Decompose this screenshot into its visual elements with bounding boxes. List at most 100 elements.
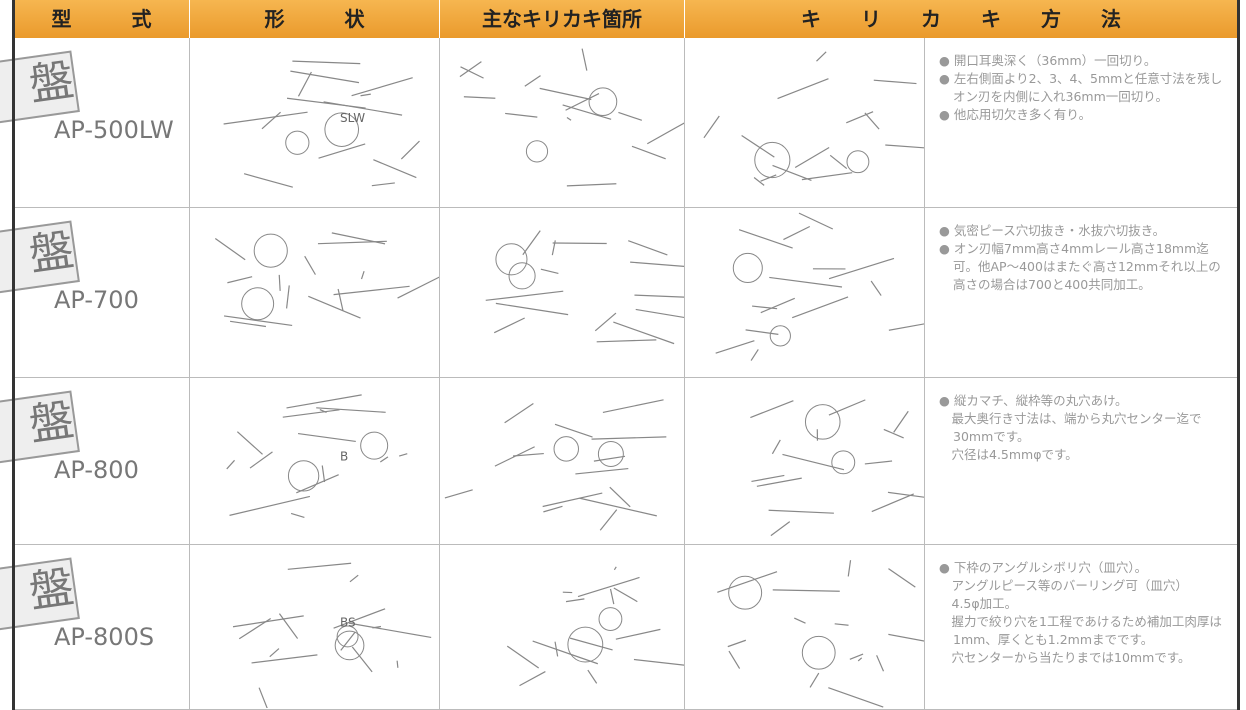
description: ● 下枠のアングルシボリ穴（皿穴）。 アングルピース等のバーリング可（皿穴） 4… — [925, 545, 1238, 710]
sketch-line — [459, 61, 482, 78]
sketch-circle — [754, 141, 791, 179]
sketch-line — [772, 164, 812, 182]
sketch-line — [236, 431, 263, 455]
drawing — [750, 399, 924, 537]
sketch-line — [760, 297, 795, 314]
sketch-line — [828, 687, 884, 708]
sketch-line — [562, 104, 612, 120]
drawing — [703, 51, 924, 186]
sketch-line — [551, 240, 556, 256]
sketch-line — [554, 423, 593, 438]
sketch-line — [756, 477, 802, 487]
sketch-line — [304, 255, 316, 275]
sketch-line — [290, 512, 305, 519]
sketch-line — [887, 491, 924, 498]
drawing — [214, 232, 439, 328]
sketch-line — [373, 159, 417, 179]
drawing — [485, 230, 684, 345]
description-line: ● 他応用切欠き多く有り。 — [939, 107, 1092, 122]
sketch-line — [618, 111, 643, 121]
sketch-line — [360, 93, 371, 97]
sketch-line — [297, 432, 356, 443]
sketch-line — [888, 323, 924, 331]
model-name: AP-800 — [54, 456, 139, 484]
sketch-line — [396, 660, 399, 668]
model-cell: 盤 AP-500LW — [0, 38, 190, 208]
sketch-line — [816, 51, 827, 62]
sketch-line — [613, 587, 638, 603]
sketch-line — [593, 455, 626, 462]
sketch-line — [360, 271, 365, 280]
sketch-line — [371, 182, 395, 187]
sketch-line — [769, 276, 843, 288]
sketch-circle — [525, 140, 549, 163]
sketch-line — [864, 112, 880, 130]
sketch-line — [485, 290, 564, 301]
sketch-circle — [287, 460, 320, 492]
sketch-line — [214, 238, 246, 261]
sketch-line — [783, 225, 811, 241]
description: ● 気密ピース穴切抜き・水抜穴切抜き。 ● オン刃幅7mm高さ4mmレール高さ18… — [925, 208, 1238, 378]
sketch-line — [286, 97, 366, 109]
sketch-line — [613, 566, 617, 571]
sketch-circle — [253, 233, 288, 268]
sketch-line — [308, 295, 361, 319]
sketch-line — [223, 315, 293, 327]
method-drawing-cell — [685, 208, 925, 378]
sketch-line — [333, 608, 386, 629]
sketch-line — [524, 75, 541, 87]
sketch-line — [321, 465, 326, 483]
sketch-line — [596, 339, 657, 343]
sketch-line — [828, 399, 866, 416]
sketch-line — [581, 48, 588, 71]
sketch-line — [542, 492, 603, 508]
sketch-line — [876, 655, 885, 672]
sketch-line — [728, 650, 741, 669]
sketch-line — [849, 653, 864, 660]
method-drawing-cell — [685, 38, 925, 208]
sketch-line — [444, 489, 473, 499]
header-cell: 形 状 — [190, 0, 440, 38]
sketch-line — [631, 145, 666, 160]
description-line: アングルピース等のバーリング可（皿穴） — [939, 578, 1188, 593]
sketch-line — [232, 615, 304, 628]
sketch-line — [565, 93, 600, 111]
sketch-circle — [598, 607, 623, 631]
sketch-line — [495, 302, 569, 316]
method-drawing-cell — [685, 378, 925, 545]
sketch-circle — [567, 626, 604, 663]
sketch-line — [337, 288, 344, 311]
sketch-line — [400, 140, 420, 160]
sketch-line — [630, 261, 684, 267]
sketch-line — [888, 568, 916, 588]
sketch-line — [829, 154, 848, 170]
cutout-cell — [440, 38, 685, 208]
description-line: 握力で絞り穴を1工程であけるため補加工肉厚は1mm、厚くとも1.2mmまでです。 — [939, 614, 1222, 647]
description: ● 開口耳奥深く（36mm）一回切り。 ● 左右側面より2、3、4、5mmと任意寸… — [925, 38, 1238, 208]
sketch-line — [888, 633, 924, 642]
sketch-line — [715, 340, 755, 354]
sketch-line — [569, 637, 613, 651]
sketch-line — [591, 436, 667, 440]
sketch-line — [493, 317, 525, 334]
sketch-line — [540, 268, 559, 275]
description-line: 穴径は4.5mmφです。 — [939, 447, 1078, 462]
sketch-line — [349, 574, 359, 583]
sketch-line — [772, 589, 840, 592]
sketch-line — [727, 639, 747, 648]
sketch-line — [587, 669, 598, 684]
sketch-circle — [801, 635, 836, 670]
stamp: 盤 — [0, 557, 80, 631]
sketch-line — [628, 240, 668, 256]
sketch-line — [633, 658, 684, 666]
sketch-circle — [334, 630, 365, 661]
sketch-line — [340, 631, 356, 651]
sketch-circle — [336, 625, 359, 648]
model-cell: 盤 AP-800S — [0, 545, 190, 710]
header-cell: 主なキリカキ箇所 — [440, 0, 685, 38]
sketch-line — [399, 453, 408, 457]
sketch-line — [871, 493, 914, 513]
tool-label: B — [340, 450, 348, 464]
sketch-circle — [732, 252, 763, 283]
sketch-line — [801, 172, 853, 181]
